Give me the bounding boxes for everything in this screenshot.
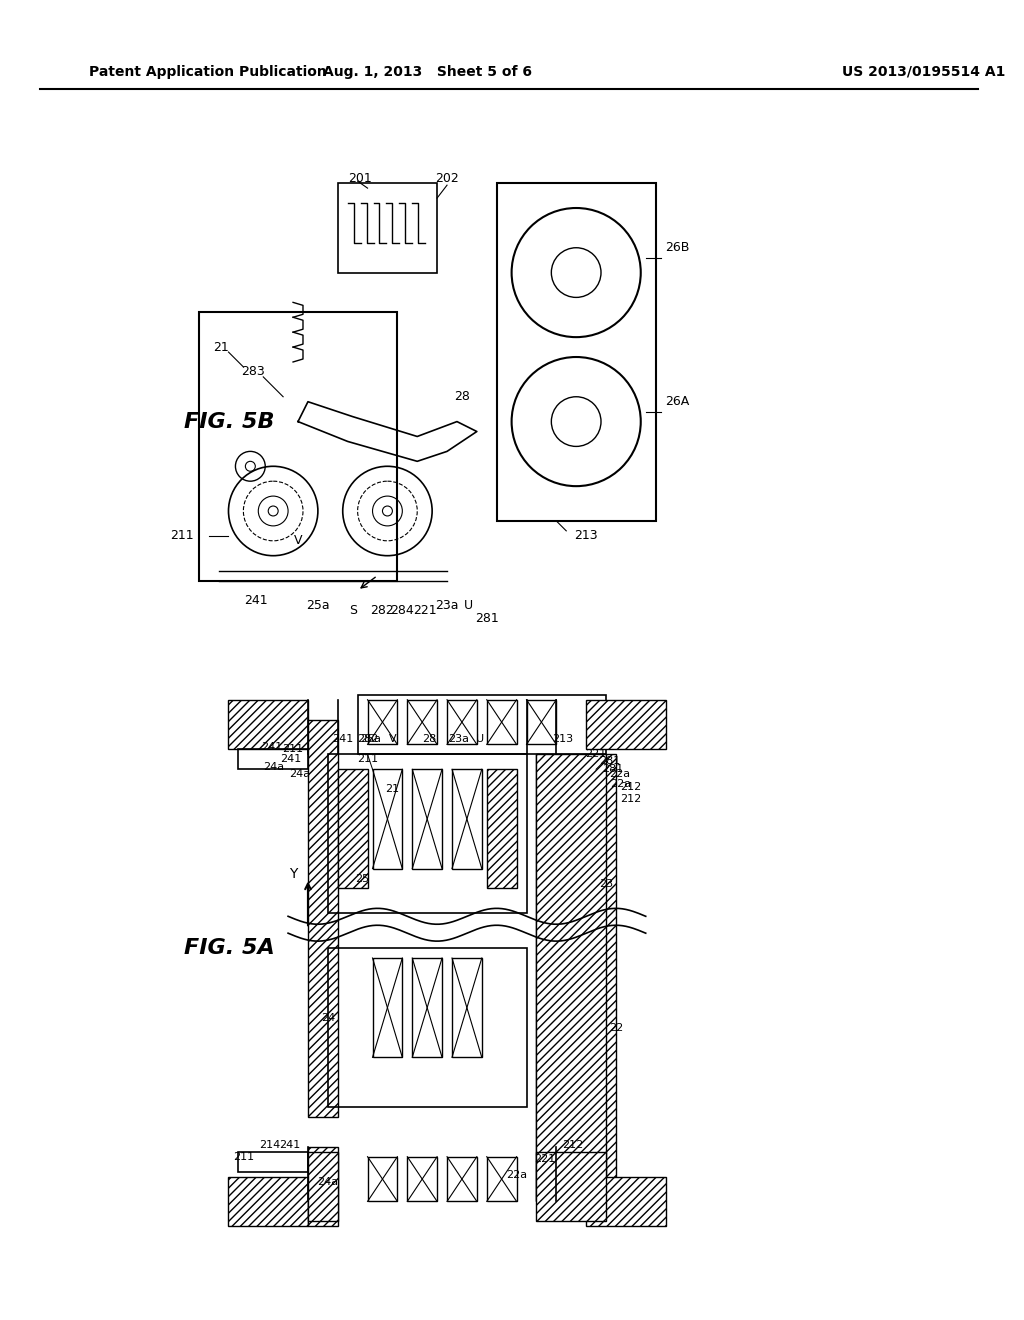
Text: 241: 241 (261, 742, 283, 752)
Bar (228, 700, 308, 750)
Text: 241: 241 (332, 734, 353, 744)
Text: 24a: 24a (317, 1176, 338, 1187)
Text: Aug. 1, 2013   Sheet 5 of 6: Aug. 1, 2013 Sheet 5 of 6 (323, 65, 531, 79)
Text: 241: 241 (281, 754, 302, 764)
Text: 212: 212 (562, 1139, 584, 1150)
Text: 26B: 26B (666, 242, 690, 255)
Text: 211: 211 (283, 744, 304, 755)
Bar (408, 700, 437, 744)
Text: V: V (388, 734, 396, 744)
Text: Y: Y (289, 867, 297, 880)
Text: 22: 22 (609, 1023, 623, 1032)
Text: 24: 24 (321, 1012, 335, 1023)
Bar (447, 700, 477, 744)
Text: 284: 284 (390, 603, 414, 616)
Text: 22a: 22a (610, 779, 632, 789)
Text: 24a: 24a (290, 770, 310, 779)
Bar (497, 183, 655, 521)
Text: 241: 241 (280, 1139, 301, 1150)
Text: 221: 221 (586, 750, 606, 759)
Bar (308, 719, 338, 1117)
Text: 281: 281 (599, 756, 621, 767)
Text: 282: 282 (357, 734, 378, 744)
Text: V: V (294, 535, 302, 548)
Bar (338, 183, 437, 272)
Text: US 2013/0195514 A1: US 2013/0195514 A1 (842, 65, 1006, 79)
Bar (228, 1176, 308, 1226)
Text: 26A: 26A (666, 395, 690, 408)
Text: 21: 21 (214, 341, 229, 354)
Text: 23a: 23a (435, 599, 459, 612)
Text: 23a: 23a (449, 734, 469, 744)
Text: FIG. 5B: FIG. 5B (183, 412, 274, 432)
Bar (368, 1156, 397, 1201)
Text: 202: 202 (435, 172, 459, 185)
Text: 211: 211 (232, 1152, 254, 1162)
Text: 221: 221 (414, 603, 437, 616)
Bar (486, 1156, 516, 1201)
Bar (486, 700, 516, 744)
Bar (452, 958, 482, 1057)
Text: 213: 213 (552, 734, 572, 744)
Bar (338, 770, 368, 888)
Text: 25: 25 (355, 874, 370, 883)
Bar (447, 1156, 477, 1201)
Text: 25a: 25a (360, 734, 381, 744)
Text: 214: 214 (259, 1139, 281, 1150)
Bar (373, 770, 402, 869)
Bar (357, 694, 606, 754)
Text: 213: 213 (574, 529, 598, 543)
Text: 22a: 22a (506, 1170, 527, 1180)
Bar (308, 1147, 338, 1226)
Text: 212: 212 (621, 783, 641, 792)
Bar (452, 770, 482, 869)
Text: 28: 28 (454, 391, 470, 403)
Text: 241: 241 (245, 594, 268, 607)
Bar (239, 750, 308, 770)
Text: U: U (476, 734, 484, 744)
Text: U: U (464, 599, 473, 612)
Text: 25a: 25a (306, 599, 330, 612)
Bar (368, 700, 397, 744)
Bar (586, 700, 666, 750)
Bar (526, 700, 556, 744)
Bar (239, 1152, 308, 1172)
Text: 21: 21 (385, 784, 399, 795)
Text: 28: 28 (422, 734, 436, 744)
Text: 23: 23 (599, 879, 613, 888)
Text: 24a: 24a (262, 762, 284, 772)
Bar (537, 1152, 606, 1221)
Bar (308, 1152, 338, 1221)
Text: 22a: 22a (609, 770, 631, 779)
Text: 282: 282 (371, 603, 394, 616)
Text: S: S (348, 603, 356, 616)
Text: 211: 211 (170, 529, 194, 543)
Text: 212: 212 (621, 795, 641, 804)
Bar (537, 754, 615, 1201)
Text: FIG. 5A: FIG. 5A (183, 939, 274, 958)
Bar (537, 754, 606, 1201)
Bar (413, 958, 442, 1057)
Text: 201: 201 (348, 172, 372, 185)
Bar (408, 1156, 437, 1201)
Bar (586, 1176, 666, 1226)
Bar (486, 770, 516, 888)
Bar (413, 770, 442, 869)
Bar (328, 754, 526, 913)
Bar (328, 948, 526, 1107)
Text: 283: 283 (242, 366, 265, 379)
Text: 281: 281 (602, 764, 624, 775)
Text: 281: 281 (475, 611, 499, 624)
Text: 211: 211 (357, 754, 378, 764)
Bar (373, 958, 402, 1057)
Text: Patent Application Publication: Patent Application Publication (89, 65, 327, 79)
Text: 221: 221 (534, 1154, 555, 1164)
Bar (199, 313, 397, 581)
